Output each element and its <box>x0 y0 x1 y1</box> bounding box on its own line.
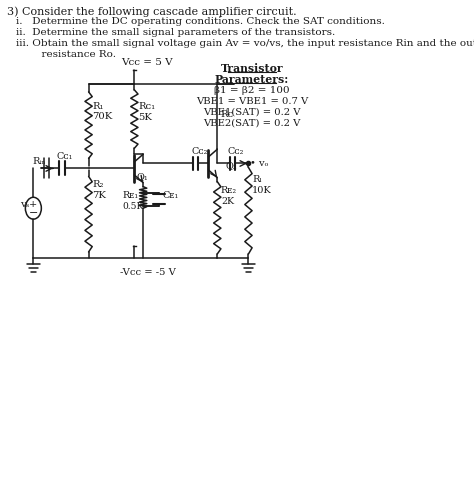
Text: 7K: 7K <box>92 191 106 200</box>
Text: 3) Consider the following cascade amplifier circuit.: 3) Consider the following cascade amplif… <box>7 6 297 17</box>
Text: i.   Determine the DC operating conditions. Check the SAT conditions.: i. Determine the DC operating conditions… <box>16 17 385 27</box>
Text: ii.  Determine the small signal parameters of the transistors.: ii. Determine the small signal parameter… <box>16 28 335 37</box>
Text: −: − <box>28 208 38 218</box>
Text: Cᴇ₁: Cᴇ₁ <box>162 191 178 200</box>
Text: 70K: 70K <box>92 112 112 121</box>
Text: • vₒ: • vₒ <box>250 160 268 168</box>
Text: Rᴇ₂: Rᴇ₂ <box>221 186 237 194</box>
Text: VBE2(SAT) = 0.2 V: VBE2(SAT) = 0.2 V <box>203 119 301 128</box>
Text: resistance Ro.: resistance Ro. <box>22 50 116 59</box>
Text: R₁: R₁ <box>92 102 104 111</box>
Text: Rᴄ₁: Rᴄ₁ <box>138 102 155 111</box>
Text: 0.5K: 0.5K <box>123 201 144 211</box>
Text: Rᴇ₁: Rᴇ₁ <box>123 191 139 200</box>
Text: 2K: 2K <box>221 196 234 206</box>
Text: Rₗ: Rₗ <box>252 175 262 185</box>
Text: Cᴄ₂: Cᴄ₂ <box>228 146 244 156</box>
Text: Cᴄ₂: Cᴄ₂ <box>192 146 208 156</box>
Text: β1 = β2 = 100: β1 = β2 = 100 <box>214 86 290 95</box>
Text: -Vcc = -5 V: -Vcc = -5 V <box>120 268 176 277</box>
Text: Transistor: Transistor <box>221 63 283 74</box>
Text: VBE1(SAT) = 0.2 V: VBE1(SAT) = 0.2 V <box>203 108 301 117</box>
Text: Cᴄ₁: Cᴄ₁ <box>56 152 73 161</box>
Text: iii. Obtain the small signal voltage gain Av = vo/vs, the input resistance Rin a: iii. Obtain the small signal voltage gai… <box>16 39 474 48</box>
Text: Vcc = 5 V: Vcc = 5 V <box>121 58 173 67</box>
Text: Rᴄ: Rᴄ <box>220 110 233 119</box>
Text: Q₂: Q₂ <box>226 162 237 170</box>
Text: Q₁: Q₁ <box>137 172 148 181</box>
Text: R₂: R₂ <box>92 180 104 190</box>
Text: +: + <box>29 200 37 209</box>
Text: Parameters:: Parameters: <box>215 74 289 85</box>
Text: 10K: 10K <box>252 187 272 195</box>
Text: VBE1 = VBE1 = 0.7 V: VBE1 = VBE1 = 0.7 V <box>196 97 308 106</box>
Text: 5K: 5K <box>138 113 152 122</box>
Text: Rᵢₙ: Rᵢₙ <box>32 157 46 165</box>
Text: vₛ: vₛ <box>20 200 30 209</box>
